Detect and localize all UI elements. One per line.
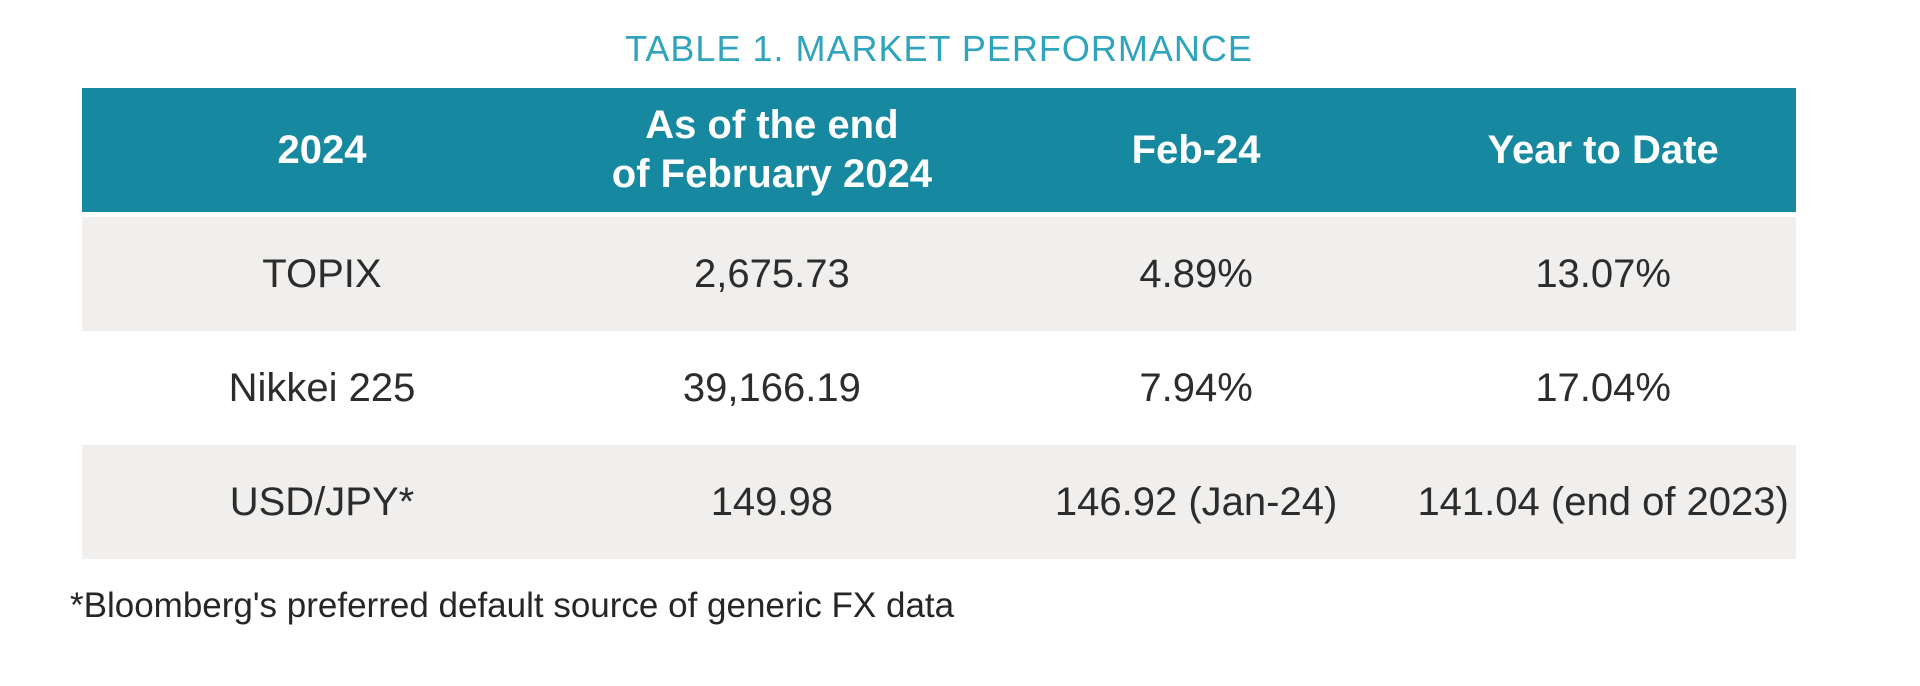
cell-usdjpy-level: 149.98 — [710, 479, 834, 524]
column-header-feb-24: Feb-24 — [1131, 127, 1261, 172]
cell-nikkei-monthly-return: 7.94% — [1139, 365, 1253, 410]
cell-topix-ytd-return: 13.07% — [1535, 251, 1671, 296]
footnote: *Bloomberg's preferred default source of… — [70, 586, 955, 625]
cell-nikkei-level: 39,166.19 — [682, 365, 861, 410]
table-row-nikkei: Nikkei 225 39,166.19 7.94% 17.04% — [82, 331, 1796, 445]
cell-topix-name: TOPIX — [262, 251, 382, 296]
column-header-year-to-date: Year to Date — [1487, 127, 1719, 172]
column-header-2024: 2024 — [277, 127, 367, 172]
cell-nikkei-ytd-return: 17.04% — [1535, 365, 1671, 410]
column-header-month-end: As of the end of February 2024 — [611, 103, 932, 196]
cell-nikkei-name: Nikkei 225 — [228, 365, 416, 410]
market-performance-table: 2024 As of the end of February 2024 Feb-… — [82, 88, 1796, 559]
cell-topix-level: 2,675.73 — [694, 251, 850, 296]
cell-usdjpy-name: USD/JPY* — [229, 479, 415, 524]
table-row-usdjpy: USD/JPY* 149.98 146.92 (Jan-24) 141.04 (… — [82, 445, 1796, 559]
cell-usdjpy-jan-value: 146.92 (Jan-24) — [1054, 479, 1338, 524]
cell-usdjpy-end-2023-value: 141.04 (end of 2023) — [1417, 479, 1789, 524]
table-row-topix: TOPIX 2,675.73 4.89% 13.07% — [82, 217, 1796, 331]
table-title: TABLE 1. MARKET PERFORMANCE — [625, 28, 1253, 69]
table-header-row: 2024 As of the end of February 2024 Feb-… — [82, 88, 1796, 212]
cell-topix-monthly-return: 4.89% — [1139, 251, 1253, 296]
